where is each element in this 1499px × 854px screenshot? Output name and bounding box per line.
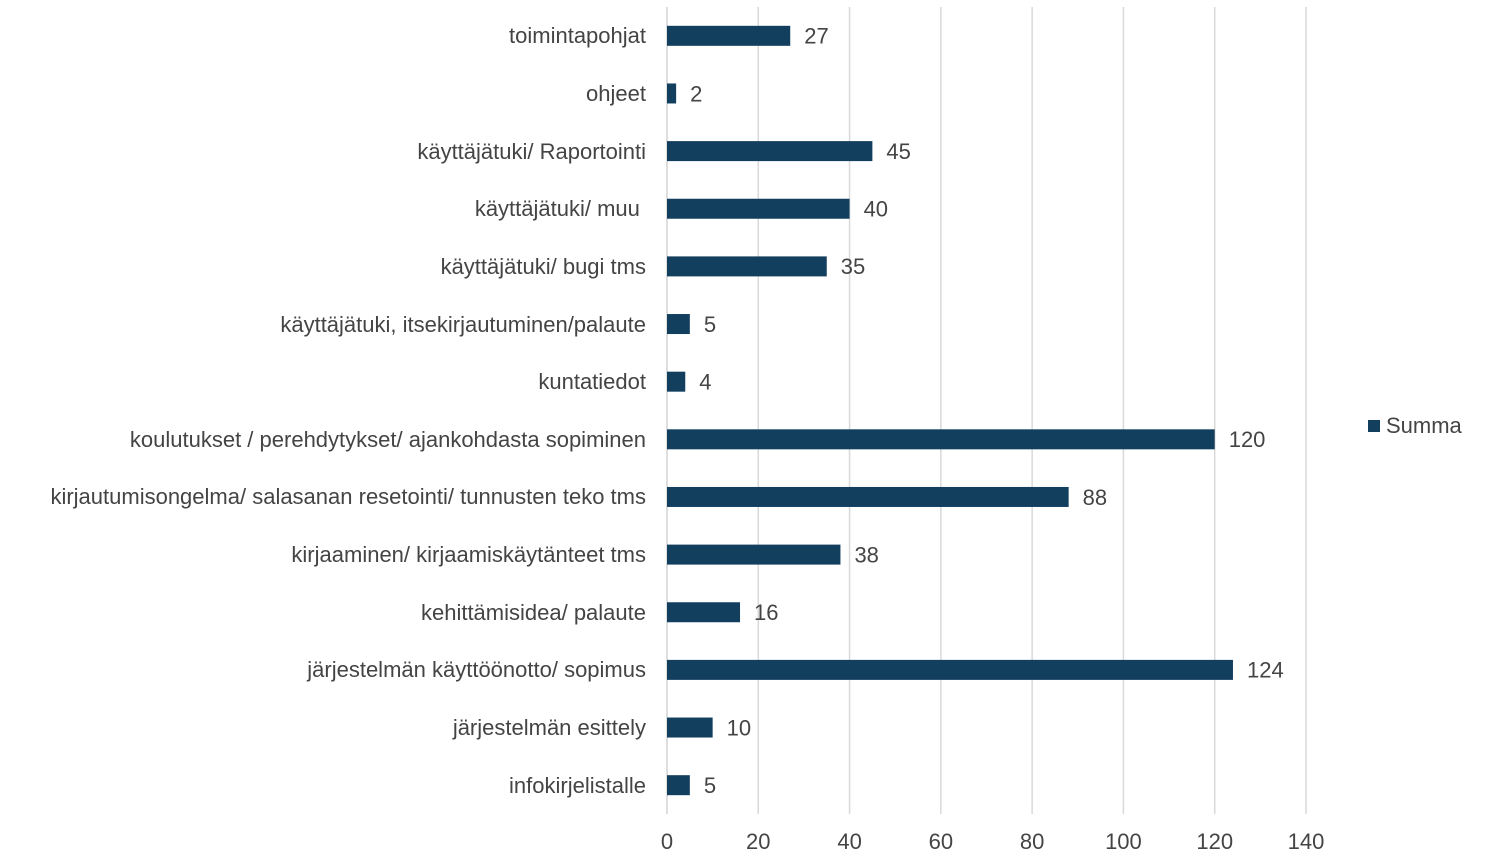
data-label: 40 (864, 197, 888, 222)
x-tick-label: 0 (661, 829, 673, 854)
bar (667, 198, 850, 219)
category-text: kirjautumisongelma/ salasanan resetointi… (50, 484, 646, 510)
bar (667, 486, 1069, 507)
data-label: 5 (704, 773, 716, 798)
y-tick-label: käyttäjätuki, itsekirjautuminen/palaute (6, 295, 646, 353)
data-label: 38 (854, 542, 878, 567)
category-text: kirjaaminen/ kirjaamiskäytänteet tms (291, 542, 646, 568)
y-tick-label: käyttäjätuki/ Raportointi (6, 122, 646, 180)
category-text: infokirjelistalle (509, 772, 646, 798)
bar (667, 429, 1215, 450)
data-label: 10 (727, 715, 751, 740)
y-tick-label: kuntatiedot (6, 353, 646, 411)
category-text: ohjeet (586, 80, 646, 106)
data-label: 45 (886, 139, 910, 164)
data-label: 124 (1247, 658, 1284, 683)
y-tick-label: koulutukset / perehdytykset/ ajankohdast… (6, 410, 646, 468)
category-text: käyttäjätuki/ muu (474, 196, 646, 222)
bar (667, 775, 690, 796)
x-tick-label: 80 (1020, 829, 1044, 854)
x-tick-label: 100 (1105, 829, 1142, 854)
bar (667, 314, 690, 335)
category-text: käyttäjätuki/ bugi tms (440, 253, 646, 279)
data-label: 2 (690, 81, 702, 106)
bar (667, 371, 686, 392)
bar (667, 544, 841, 565)
category-text: järjestelmän esittely (452, 715, 646, 741)
bar (667, 717, 713, 738)
category-text: käyttäjätuki, itsekirjautuminen/palaute (280, 311, 646, 337)
category-text: käyttäjätuki/ Raportointi (417, 138, 646, 164)
bar (667, 141, 873, 162)
x-tick-label: 20 (746, 829, 770, 854)
y-tick-label: kirjautumisongelma/ salasanan resetointi… (6, 468, 646, 526)
bar (667, 83, 677, 104)
x-tick-label: 120 (1196, 829, 1233, 854)
x-tick-label: 40 (837, 829, 861, 854)
y-tick-label: järjestelmän käyttöönotto/ sopimus (6, 641, 646, 699)
bar (667, 602, 741, 623)
y-tick-label: kehittämisidea/ palaute (6, 583, 646, 641)
data-label: 120 (1229, 427, 1266, 452)
data-label: 4 (699, 369, 711, 394)
data-label: 5 (704, 312, 716, 337)
category-text: kuntatiedot (538, 369, 646, 395)
y-tick-label: toimintapohjat (6, 7, 646, 65)
y-tick-label: kirjaaminen/ kirjaamiskäytänteet tms (6, 526, 646, 584)
data-label: 88 (1083, 485, 1107, 510)
x-tick-label: 60 (929, 829, 953, 854)
bar (667, 256, 827, 277)
category-text: järjestelmän käyttöönotto/ sopimus (307, 657, 646, 683)
category-text: kehittämisidea/ palaute (420, 599, 646, 625)
data-label: 27 (804, 24, 828, 49)
bar (667, 25, 791, 46)
data-label: 16 (754, 600, 778, 625)
y-tick-label: järjestelmän esittely (6, 699, 646, 757)
bar (667, 659, 1233, 680)
data-label: 35 (841, 254, 865, 279)
legend-swatch (1368, 420, 1380, 432)
y-tick-label: käyttäjätuki/ muu (6, 180, 646, 238)
y-tick-label: ohjeet (6, 64, 646, 122)
x-tick-label: 140 (1288, 829, 1325, 854)
category-text: toimintapohjat (509, 23, 646, 49)
category-text: koulutukset / perehdytykset/ ajankohdast… (129, 426, 646, 452)
legend-label: Summa (1386, 413, 1463, 438)
y-tick-label: infokirjelistalle (6, 756, 646, 814)
y-tick-label: käyttäjätuki/ bugi tms (6, 237, 646, 295)
